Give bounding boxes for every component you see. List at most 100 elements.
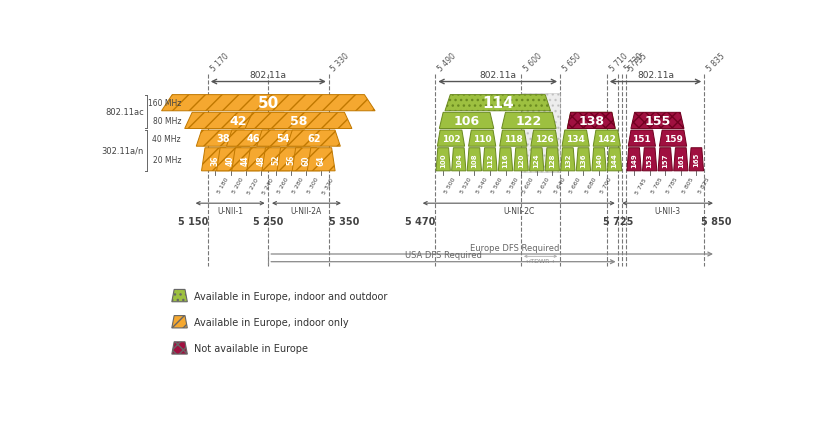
Polygon shape [445, 95, 550, 111]
Polygon shape [286, 131, 340, 147]
Polygon shape [277, 148, 305, 172]
Text: 153: 153 [646, 153, 652, 167]
Text: 5 520: 5 520 [459, 177, 472, 194]
Polygon shape [232, 148, 259, 172]
Text: 5 470: 5 470 [404, 217, 435, 227]
Text: 5 150: 5 150 [177, 217, 208, 227]
Text: 138: 138 [577, 115, 604, 128]
Text: 5 725: 5 725 [603, 217, 633, 227]
Polygon shape [607, 148, 621, 172]
Polygon shape [657, 148, 672, 172]
Text: 5 650: 5 650 [561, 51, 582, 73]
Text: U-NII-3: U-NII-3 [653, 207, 680, 216]
Text: 5 490: 5 490 [436, 51, 457, 73]
Text: U-NII-2A: U-NII-2A [290, 207, 321, 216]
Text: 302.11a/n: 302.11a/n [101, 147, 144, 156]
Polygon shape [513, 148, 527, 172]
Text: 802.11ac: 802.11ac [105, 108, 144, 117]
Text: 114: 114 [481, 96, 513, 111]
Text: 5 835: 5 835 [704, 52, 726, 73]
Text: 80 MHz: 80 MHz [152, 117, 181, 126]
Polygon shape [467, 148, 481, 172]
Text: 5 560: 5 560 [490, 177, 503, 194]
Text: 5 850: 5 850 [700, 217, 730, 227]
Text: 802.11a: 802.11a [479, 71, 516, 80]
Text: 5 240: 5 240 [261, 177, 274, 195]
Text: 138: 138 [577, 115, 604, 128]
Polygon shape [468, 131, 495, 147]
Polygon shape [545, 148, 559, 172]
Text: 20 MHz: 20 MHz [152, 155, 181, 164]
Text: 5 220: 5 220 [246, 177, 259, 195]
Polygon shape [201, 148, 229, 172]
Text: 120: 120 [518, 153, 523, 167]
Text: 42: 42 [229, 115, 247, 128]
Text: 5 620: 5 620 [537, 177, 550, 194]
Text: 5 640: 5 640 [552, 177, 566, 194]
Polygon shape [185, 113, 291, 129]
Polygon shape [499, 131, 527, 147]
Polygon shape [529, 148, 543, 172]
Text: 5 320: 5 320 [321, 177, 335, 195]
Polygon shape [171, 316, 187, 328]
Polygon shape [171, 290, 187, 302]
Text: 5 745: 5 745 [634, 177, 647, 195]
Text: 159: 159 [662, 134, 681, 143]
Text: 136: 136 [580, 153, 585, 167]
Text: 5 500: 5 500 [444, 177, 456, 194]
Text: 5 180: 5 180 [216, 177, 229, 194]
Text: 5 250: 5 250 [253, 217, 283, 227]
Text: 151: 151 [632, 134, 651, 143]
Text: 52: 52 [271, 155, 280, 165]
Text: 140: 140 [595, 153, 601, 167]
Polygon shape [482, 148, 497, 172]
Text: 40: 40 [226, 155, 235, 165]
Text: 5 730: 5 730 [623, 51, 644, 73]
Text: 5 680: 5 680 [584, 177, 596, 194]
Text: 108: 108 [471, 153, 477, 167]
Text: 102: 102 [441, 134, 460, 143]
Polygon shape [291, 148, 320, 172]
Polygon shape [593, 131, 619, 147]
Polygon shape [628, 131, 655, 147]
Text: 5 700: 5 700 [599, 177, 612, 194]
Polygon shape [630, 113, 683, 129]
Text: 48: 48 [256, 155, 265, 165]
Polygon shape [498, 148, 512, 172]
Text: U-NII-1: U-NII-1 [217, 207, 243, 216]
Polygon shape [226, 131, 280, 147]
Text: 149: 149 [630, 153, 636, 167]
Polygon shape [247, 148, 274, 172]
Text: 132: 132 [564, 153, 570, 167]
Text: 124: 124 [533, 153, 539, 167]
Text: 36: 36 [210, 155, 219, 165]
Text: Europe DFS Required: Europe DFS Required [469, 243, 558, 252]
Text: 44: 44 [241, 155, 250, 165]
Text: U-NII-2C: U-NII-2C [503, 207, 534, 216]
Bar [521, 94, 560, 173]
Polygon shape [575, 148, 590, 172]
Text: 38: 38 [216, 134, 229, 144]
Polygon shape [561, 131, 589, 147]
Polygon shape [591, 148, 605, 172]
Text: Available in Europe, indoor and outdoor: Available in Europe, indoor and outdoor [193, 291, 387, 301]
Polygon shape [307, 148, 335, 172]
Polygon shape [642, 148, 656, 172]
Text: Available in Europe, indoor only: Available in Europe, indoor only [193, 317, 348, 327]
Text: 142: 142 [597, 134, 615, 143]
Text: 46: 46 [246, 134, 260, 144]
Text: 155: 155 [643, 115, 670, 128]
Text: 5 600: 5 600 [522, 51, 543, 73]
Text: 5 710: 5 710 [607, 52, 628, 73]
Text: 62: 62 [306, 134, 320, 144]
Text: 5 200: 5 200 [231, 177, 244, 194]
Polygon shape [196, 131, 249, 147]
Text: 106: 106 [453, 115, 479, 128]
Text: 128: 128 [549, 153, 555, 167]
Polygon shape [451, 148, 465, 172]
Polygon shape [171, 342, 187, 354]
Text: 5 660: 5 660 [568, 177, 581, 194]
Polygon shape [530, 131, 557, 147]
Polygon shape [688, 148, 703, 172]
Text: 50: 50 [258, 96, 278, 111]
